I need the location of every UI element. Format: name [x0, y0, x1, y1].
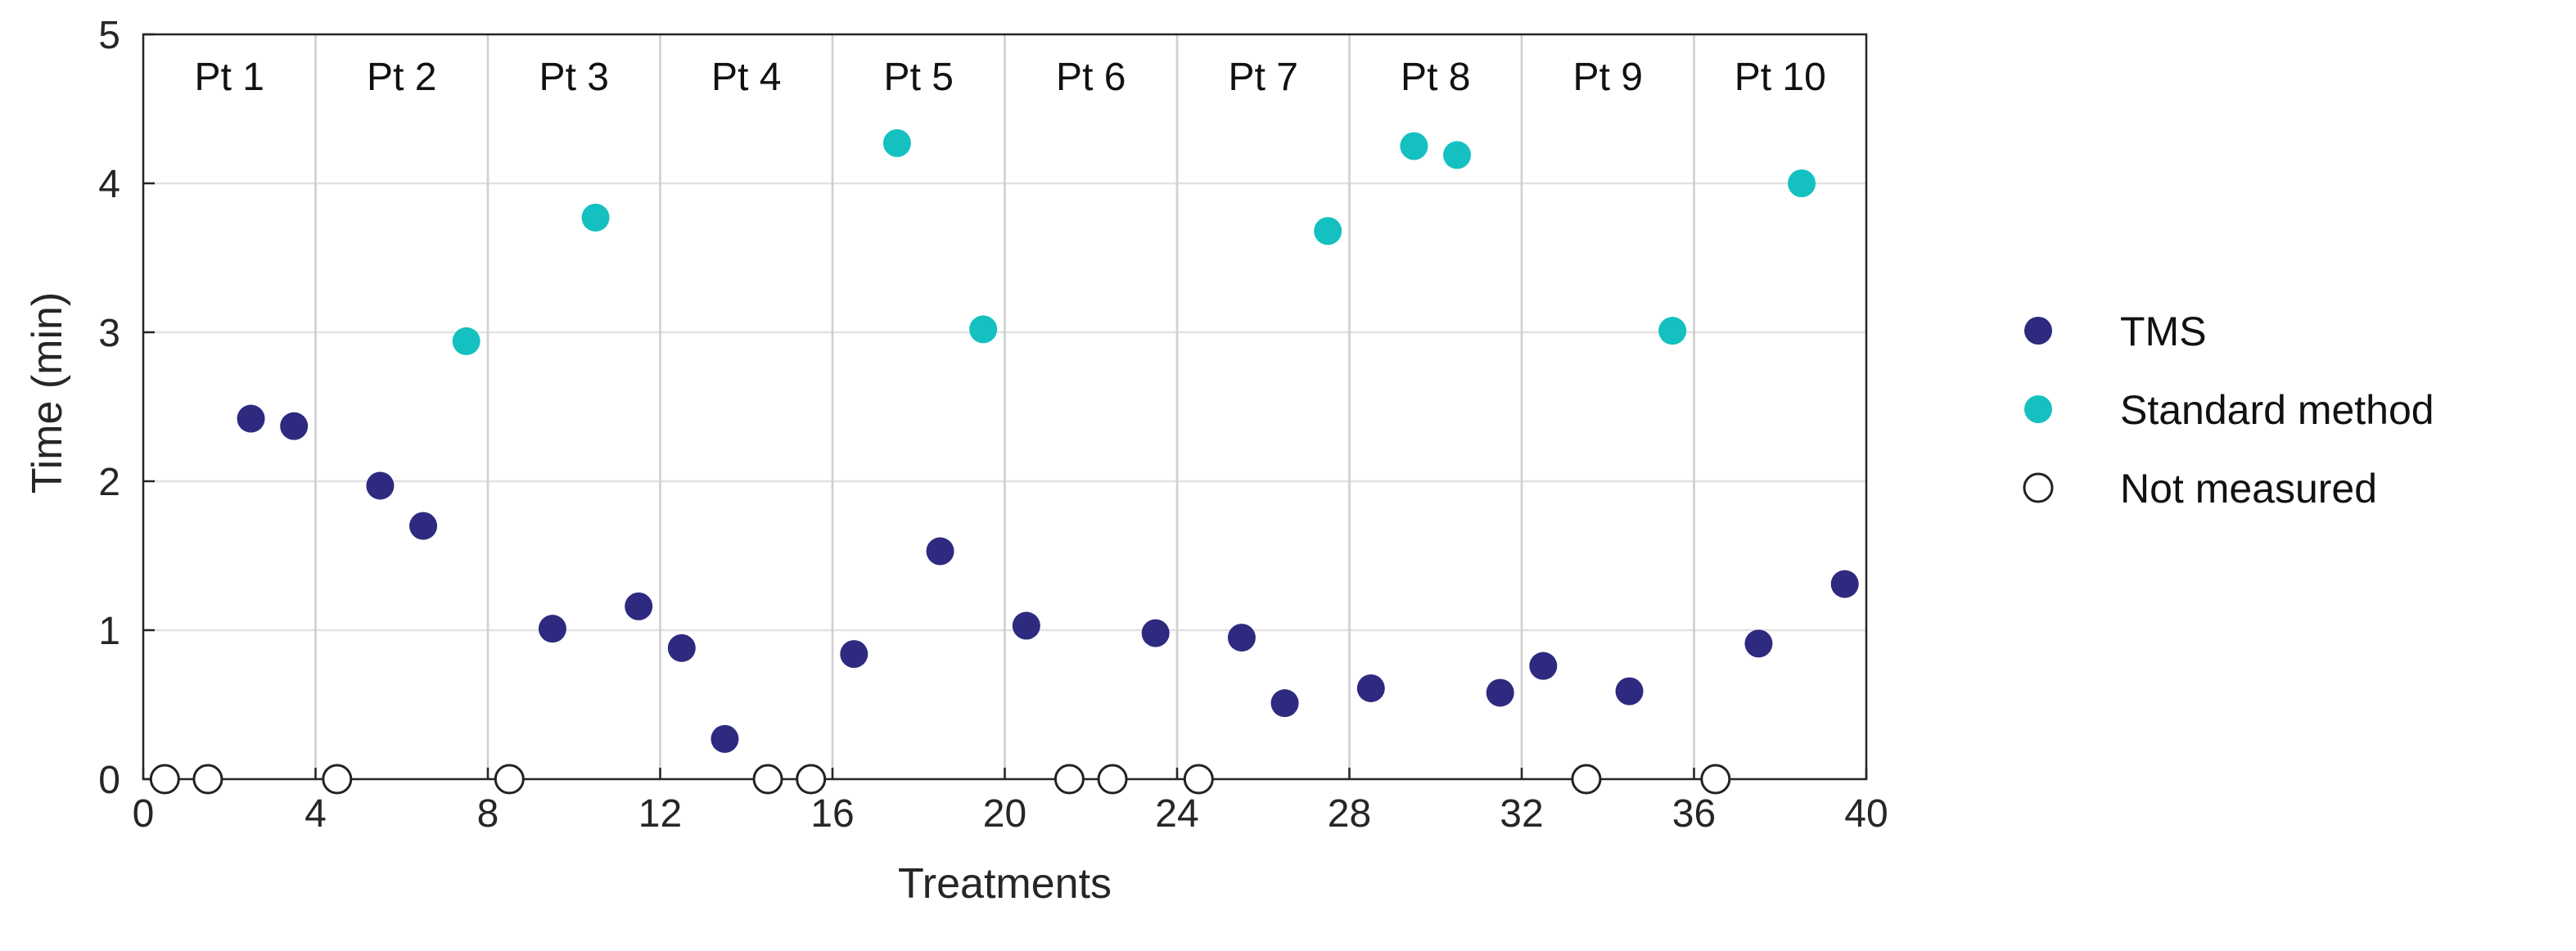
not-measured-point — [1571, 764, 1602, 795]
tms-point — [538, 615, 566, 643]
tms-point — [1356, 674, 1385, 702]
not-measured-point — [149, 764, 180, 795]
standard-method-point — [1658, 317, 1687, 345]
legend-marker-tms — [2024, 317, 2052, 345]
legend-marker-not-measured — [2023, 472, 2054, 503]
group-labels: Pt 1 Pt 2 Pt 3 Pt 4 Pt 5 Pt 6 Pt 7 Pt 8 Pt 9 Pt 1… — [195, 56, 1826, 99]
x-tick-label: 12 — [638, 792, 682, 836]
x-tick-label: 32 — [1500, 792, 1543, 836]
standard-method-point — [1314, 217, 1342, 246]
patient-label: Pt 4 — [711, 56, 781, 99]
not-measured-point — [1097, 764, 1128, 795]
tms-point — [1830, 570, 1859, 598]
x-tick-label: 16 — [810, 792, 854, 836]
not-measured-point — [1700, 764, 1731, 795]
legend-marker-standard-method — [2024, 395, 2052, 423]
tms-point — [625, 592, 653, 620]
not-measured-point — [796, 764, 827, 795]
tms-point — [280, 412, 309, 440]
x-tick-label: 36 — [1672, 792, 1716, 836]
data-points — [149, 128, 1859, 795]
legend: TMS Standard method Not measured — [2023, 309, 2434, 512]
tms-point — [366, 471, 395, 500]
y-tick-label: 0 — [98, 759, 120, 802]
standard-method-point — [1443, 141, 1472, 169]
x-tick-label: 24 — [1155, 792, 1198, 836]
not-measured-point — [192, 764, 223, 795]
group-separators — [314, 34, 1695, 779]
x-tick-label: 40 — [1844, 792, 1888, 836]
not-measured-point — [494, 764, 525, 795]
x-tick-label: 20 — [983, 792, 1026, 836]
standard-method-point — [882, 128, 911, 157]
tms-point — [667, 633, 696, 662]
tms-point — [840, 640, 868, 669]
standard-method-point — [581, 203, 610, 232]
patient-label: Pt 6 — [1056, 56, 1126, 99]
patient-label: Pt 9 — [1573, 56, 1643, 99]
y-tick-label: 3 — [98, 312, 120, 355]
not-measured-point — [752, 764, 783, 795]
patient-label: Pt 3 — [539, 56, 609, 99]
tms-point — [1486, 678, 1514, 707]
tms-point — [1141, 619, 1170, 647]
x-tick-label: 0 — [133, 792, 155, 836]
legend-label-not-measured: Not measured — [2120, 466, 2377, 512]
patient-label: Pt 7 — [1229, 56, 1298, 99]
y-tick-label: 2 — [98, 461, 120, 504]
y-axis-title: Time (min) — [24, 292, 71, 494]
tms-point — [926, 537, 954, 566]
tms-point — [1012, 611, 1040, 640]
patient-label: Pt 8 — [1401, 56, 1470, 99]
tms-point — [1744, 629, 1773, 658]
x-tick-label: 28 — [1328, 792, 1371, 836]
legend-label-standard-method: Standard method — [2120, 387, 2434, 433]
standard-method-point — [1400, 132, 1428, 160]
legend-label-tms: TMS — [2120, 309, 2207, 354]
standard-method-point — [1788, 169, 1816, 197]
y-tick-label: 5 — [98, 14, 120, 57]
not-measured-point — [1183, 764, 1214, 795]
tms-point — [409, 512, 438, 540]
patient-label: Pt 5 — [884, 56, 954, 99]
tms-point — [1270, 689, 1299, 718]
patient-label: Pt 1 — [195, 56, 264, 99]
y-tick-label: 1 — [98, 610, 120, 653]
tms-point — [237, 404, 265, 433]
not-measured-point — [322, 764, 353, 795]
x-tick-label: 8 — [477, 792, 499, 836]
tms-point — [1529, 651, 1558, 680]
standard-method-point — [452, 327, 480, 355]
y-tick-label: 4 — [98, 163, 120, 206]
x-tick-label: 4 — [305, 792, 327, 836]
tms-point — [1615, 677, 1644, 705]
tms-point — [1227, 624, 1256, 652]
not-measured-point — [1053, 764, 1085, 795]
standard-method-point — [969, 315, 998, 344]
x-axis-title: Treatments — [898, 860, 1112, 908]
tms-point — [711, 724, 739, 753]
patient-label: Pt 10 — [1735, 56, 1826, 99]
patient-label: Pt 2 — [367, 56, 436, 99]
